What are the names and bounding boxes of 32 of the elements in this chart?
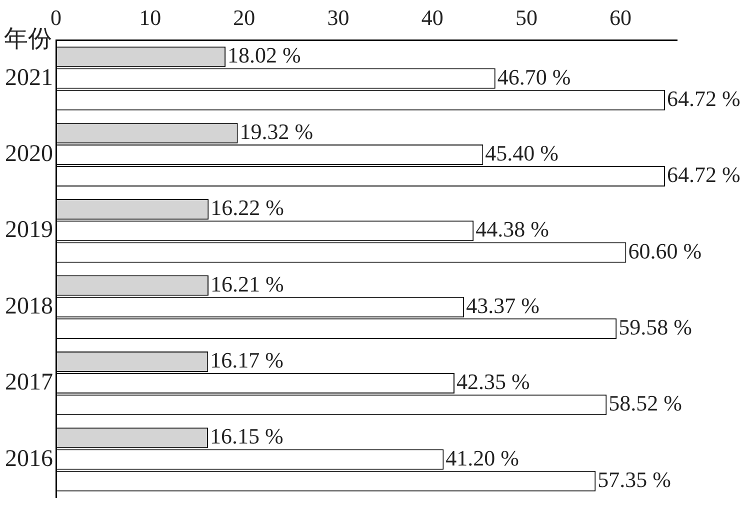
data-label: 60.60 %: [628, 238, 702, 264]
x-tick-label: 20: [233, 4, 256, 30]
data-label: 16.15 %: [210, 424, 284, 449]
y-tick-label: 2016: [5, 446, 53, 472]
x-tick-label: 30: [327, 4, 350, 30]
data-label: 16.22 %: [210, 195, 284, 220]
data-label: 16.21 %: [210, 271, 284, 296]
data-label: 58.52 %: [608, 390, 682, 416]
data-label: 57.35 %: [598, 466, 671, 492]
data-label: 41.20 %: [446, 445, 519, 470]
y-axis-title: 年份: [4, 26, 52, 53]
data-label: 42.35 %: [456, 369, 530, 394]
data-label: 16.17 %: [210, 347, 284, 372]
data-label: 64.72 %: [666, 86, 740, 111]
data-label: 19.32 %: [240, 118, 314, 144]
x-tick-label: 60: [610, 4, 632, 30]
y-tick-label: 2017: [5, 370, 53, 396]
y-tick-label: 2018: [5, 293, 53, 320]
data-label: 45.40 %: [485, 140, 558, 166]
x-tick-label: 40: [421, 4, 444, 30]
data-label: 59.58 %: [618, 314, 692, 340]
data-label: 18.02 %: [228, 42, 301, 68]
x-tick-label: 10: [139, 4, 162, 30]
data-label: 43.37 %: [466, 292, 540, 318]
x-tick-label: 50: [515, 4, 538, 30]
y-tick-label: 2021: [5, 64, 53, 91]
data-label: 46.70 %: [497, 64, 571, 90]
y-tick-label: 2020: [5, 140, 53, 167]
y-tick-label: 2019: [5, 217, 53, 244]
data-label: 64.72 %: [666, 162, 740, 188]
x-tick-label: 0: [50, 4, 62, 30]
data-label: 44.38 %: [476, 216, 549, 242]
